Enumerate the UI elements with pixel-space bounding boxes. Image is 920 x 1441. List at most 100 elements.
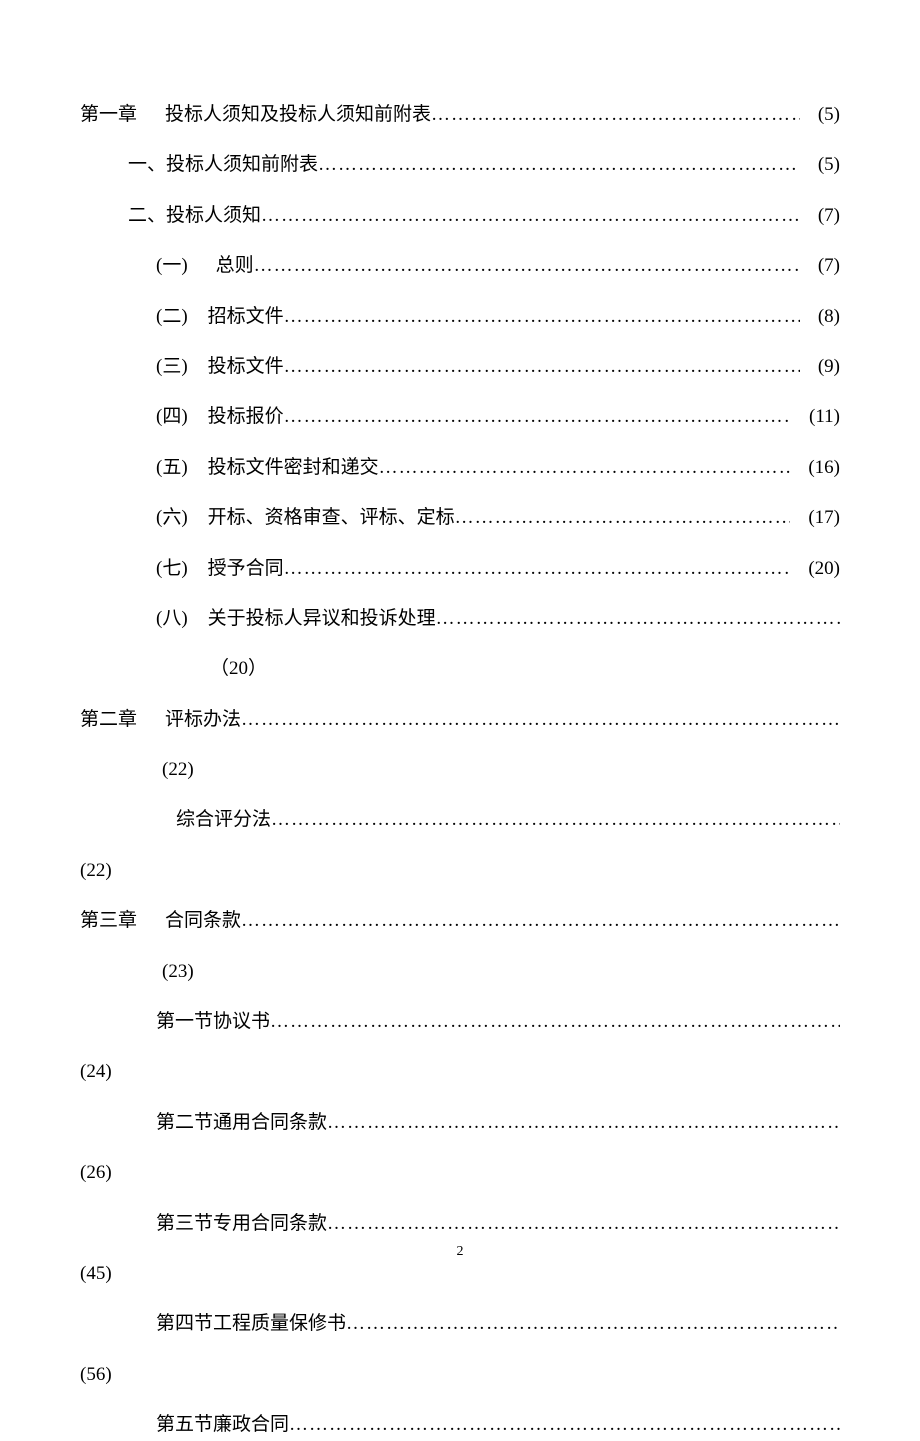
toc-entry-page: (9) — [818, 352, 840, 382]
toc-entry-page: (22) — [162, 755, 194, 785]
toc-entry-page: (20) — [808, 554, 840, 584]
toc-entry-page: (8) — [818, 302, 840, 332]
toc-entry-prefix: 第五节 — [156, 1410, 213, 1440]
toc-entry: (五) 投标文件密封和递交…………………………………………………………………………… — [80, 453, 840, 483]
toc-entry-page: （20） — [210, 654, 267, 684]
toc-entry-page: (23) — [162, 957, 194, 987]
toc-entry-prefix: (二) — [156, 302, 188, 332]
toc-leader-dots: …………………………………………………………………………………………………………… — [327, 1209, 840, 1239]
toc-leader-dots: …………………………………………………………………………………………………………… — [436, 604, 840, 634]
toc-entry-page: (7) — [818, 251, 840, 281]
toc-entry-prefix: (一) — [156, 251, 188, 281]
toc-entry: 一、投标人须知前附表………………………………………………………………………………… — [80, 150, 840, 180]
toc-leader-dots: …………………………………………………………………………………………………………… — [241, 906, 840, 936]
toc-entry-label: 专用合同条款 — [213, 1209, 327, 1239]
toc-entry-prefix: 第四节 — [156, 1309, 213, 1339]
toc-entry-label: 投标文件密封和递交 — [208, 453, 379, 483]
toc-entry-prefix: 第一节 — [156, 1007, 213, 1037]
toc-entry-page: (17) — [808, 503, 840, 533]
toc-entry-label: 投标人须知及投标人须知前附表 — [165, 100, 431, 130]
toc-entry-page-wrapped: (45) — [80, 1259, 840, 1289]
toc-entry-label: 协议书 — [213, 1007, 270, 1037]
toc-leader-dots: …………………………………………………………………………………………………………… — [271, 805, 840, 835]
toc-entry-prefix: 一、 — [128, 150, 166, 180]
toc-leader-dots: …………………………………………………………………………………………………………… — [284, 302, 800, 332]
toc-entry: 第一章投标人须知及投标人须知前附表……………………………………………………………… — [80, 100, 840, 130]
toc-entry: (七)授予合同………………………………………………………………………………………… — [80, 554, 840, 584]
toc-leader-dots: …………………………………………………………………………………………………………… — [254, 251, 800, 281]
toc-entry: (六) 开标、资格审查、评标、定标………………………………………………………………… — [80, 503, 840, 533]
toc-entry-page: (26) — [80, 1158, 112, 1188]
toc-entry: 第三章合同条款………………………………………………………………………………………… — [80, 906, 840, 936]
toc-entry-prefix: 第二节 — [156, 1108, 213, 1138]
toc-entry-label: 评标办法 — [165, 705, 241, 735]
toc-entry-prefix: 第三章 — [80, 906, 137, 936]
toc-entry-page: (56) — [80, 1360, 112, 1390]
toc-entry-label: 投标人须知 — [166, 201, 261, 231]
toc-entry-prefix: (三) — [156, 352, 188, 382]
toc-entry-page: (5) — [818, 150, 840, 180]
toc-leader-dots: …………………………………………………………………………………………………………… — [327, 1108, 840, 1138]
toc-leader-dots: …………………………………………………………………………………………………………… — [241, 705, 840, 735]
toc-leader-dots: …………………………………………………………………………………………………………… — [270, 1007, 840, 1037]
toc-entry-page-wrapped: (56) — [80, 1360, 840, 1390]
toc-leader-dots: …………………………………………………………………………………………………………… — [289, 1410, 840, 1440]
toc-entry-label: 投标报价 — [208, 402, 284, 432]
toc-entry: (八) 关于投标人异议和投诉处理…………………………………………………………………… — [80, 604, 840, 634]
toc-entry-label: 通用合同条款 — [213, 1108, 327, 1138]
toc-leader-dots: …………………………………………………………………………………………………………… — [346, 1309, 840, 1339]
toc-entry-label: 招标文件 — [208, 302, 284, 332]
toc-entry-page: (22) — [80, 856, 112, 886]
toc-entry: 二、投标人须知………………………………………………………………………………………… — [80, 201, 840, 231]
toc-entry: 第三节 专用合同条款 ……………………………………………………………………………… — [80, 1209, 840, 1239]
toc-entry-page-wrapped: (23) — [80, 957, 840, 987]
toc-entry-prefix: (五) — [156, 453, 188, 483]
table-of-contents: 第一章投标人须知及投标人须知前附表……………………………………………………………… — [80, 100, 840, 1441]
toc-entry-label: 工程质量保修书 — [213, 1309, 346, 1339]
toc-entry: 第五节 廉政合同……………………………………………………………………………………… — [80, 1410, 840, 1440]
toc-entry: 第二章评标办法………………………………………………………………………………………… — [80, 705, 840, 735]
toc-entry-label: 开标、资格审查、评标、定标 — [208, 503, 455, 533]
toc-entry-page: (5) — [818, 100, 840, 130]
toc-entry: (二) 招标文件………………………………………………………………………………………… — [80, 302, 840, 332]
toc-leader-dots: …………………………………………………………………………………………………………… — [455, 503, 791, 533]
toc-entry-label: 投标人须知前附表 — [166, 150, 318, 180]
toc-entry-page-wrapped: （20） — [80, 654, 840, 684]
toc-entry-page-wrapped: (24) — [80, 1057, 840, 1087]
toc-entry-label: 廉政合同 — [213, 1410, 289, 1440]
toc-entry-label: 关于投标人异议和投诉处理 — [208, 604, 436, 634]
toc-entry-label: 投标文件 — [208, 352, 284, 382]
toc-entry-page: (11) — [809, 402, 840, 432]
toc-entry: (四) 投标报价………………………………………………………………………………………… — [80, 402, 840, 432]
toc-entry-label: 总则 — [216, 251, 254, 281]
toc-leader-dots: …………………………………………………………………………………………………………… — [261, 201, 800, 231]
toc-entry: 第二节 通用合同条款 ……………………………………………………………………………… — [80, 1108, 840, 1138]
toc-entry-page: (24) — [80, 1057, 112, 1087]
toc-entry-label: 合同条款 — [165, 906, 241, 936]
toc-entry: (三) 投标文件………………………………………………………………………………………… — [80, 352, 840, 382]
toc-leader-dots: …………………………………………………………………………………………………………… — [284, 402, 791, 432]
toc-entry-label: 授予合同 — [208, 554, 284, 584]
toc-entry-prefix: 二、 — [128, 201, 166, 231]
toc-entry-prefix: (六) — [156, 503, 188, 533]
toc-leader-dots: …………………………………………………………………………………………………………… — [318, 150, 800, 180]
toc-entry: 第一节 协议书 ……………………………………………………………………………………… — [80, 1007, 840, 1037]
toc-entry: 综合评分法……………………………………………………………………………………………… — [80, 805, 840, 835]
toc-entry-page-wrapped: (22) — [80, 755, 840, 785]
toc-entry-page: (45) — [80, 1259, 112, 1289]
page-footer-number: 2 — [0, 1244, 920, 1260]
toc-entry-prefix: (八) — [156, 604, 188, 634]
toc-entry-page: (16) — [808, 453, 840, 483]
toc-leader-dots: …………………………………………………………………………………………………………… — [431, 100, 800, 130]
toc-entry-prefix: 第二章 — [80, 705, 137, 735]
toc-entry-page-wrapped: (26) — [80, 1158, 840, 1188]
toc-leader-dots: …………………………………………………………………………………………………………… — [284, 352, 800, 382]
toc-entry-prefix: 第一章 — [80, 100, 137, 130]
toc-leader-dots: …………………………………………………………………………………………………………… — [284, 554, 791, 584]
toc-entry-page-wrapped: (22) — [80, 856, 840, 886]
toc-entry: 第四节 工程质量保修书……………………………………………………………………………… — [80, 1309, 840, 1339]
toc-leader-dots: …………………………………………………………………………………………………………… — [379, 453, 791, 483]
toc-entry: (一) 总则……………………………………………………………………………………………… — [80, 251, 840, 281]
toc-entry-prefix: (四) — [156, 402, 188, 432]
toc-entry-page: (7) — [818, 201, 840, 231]
